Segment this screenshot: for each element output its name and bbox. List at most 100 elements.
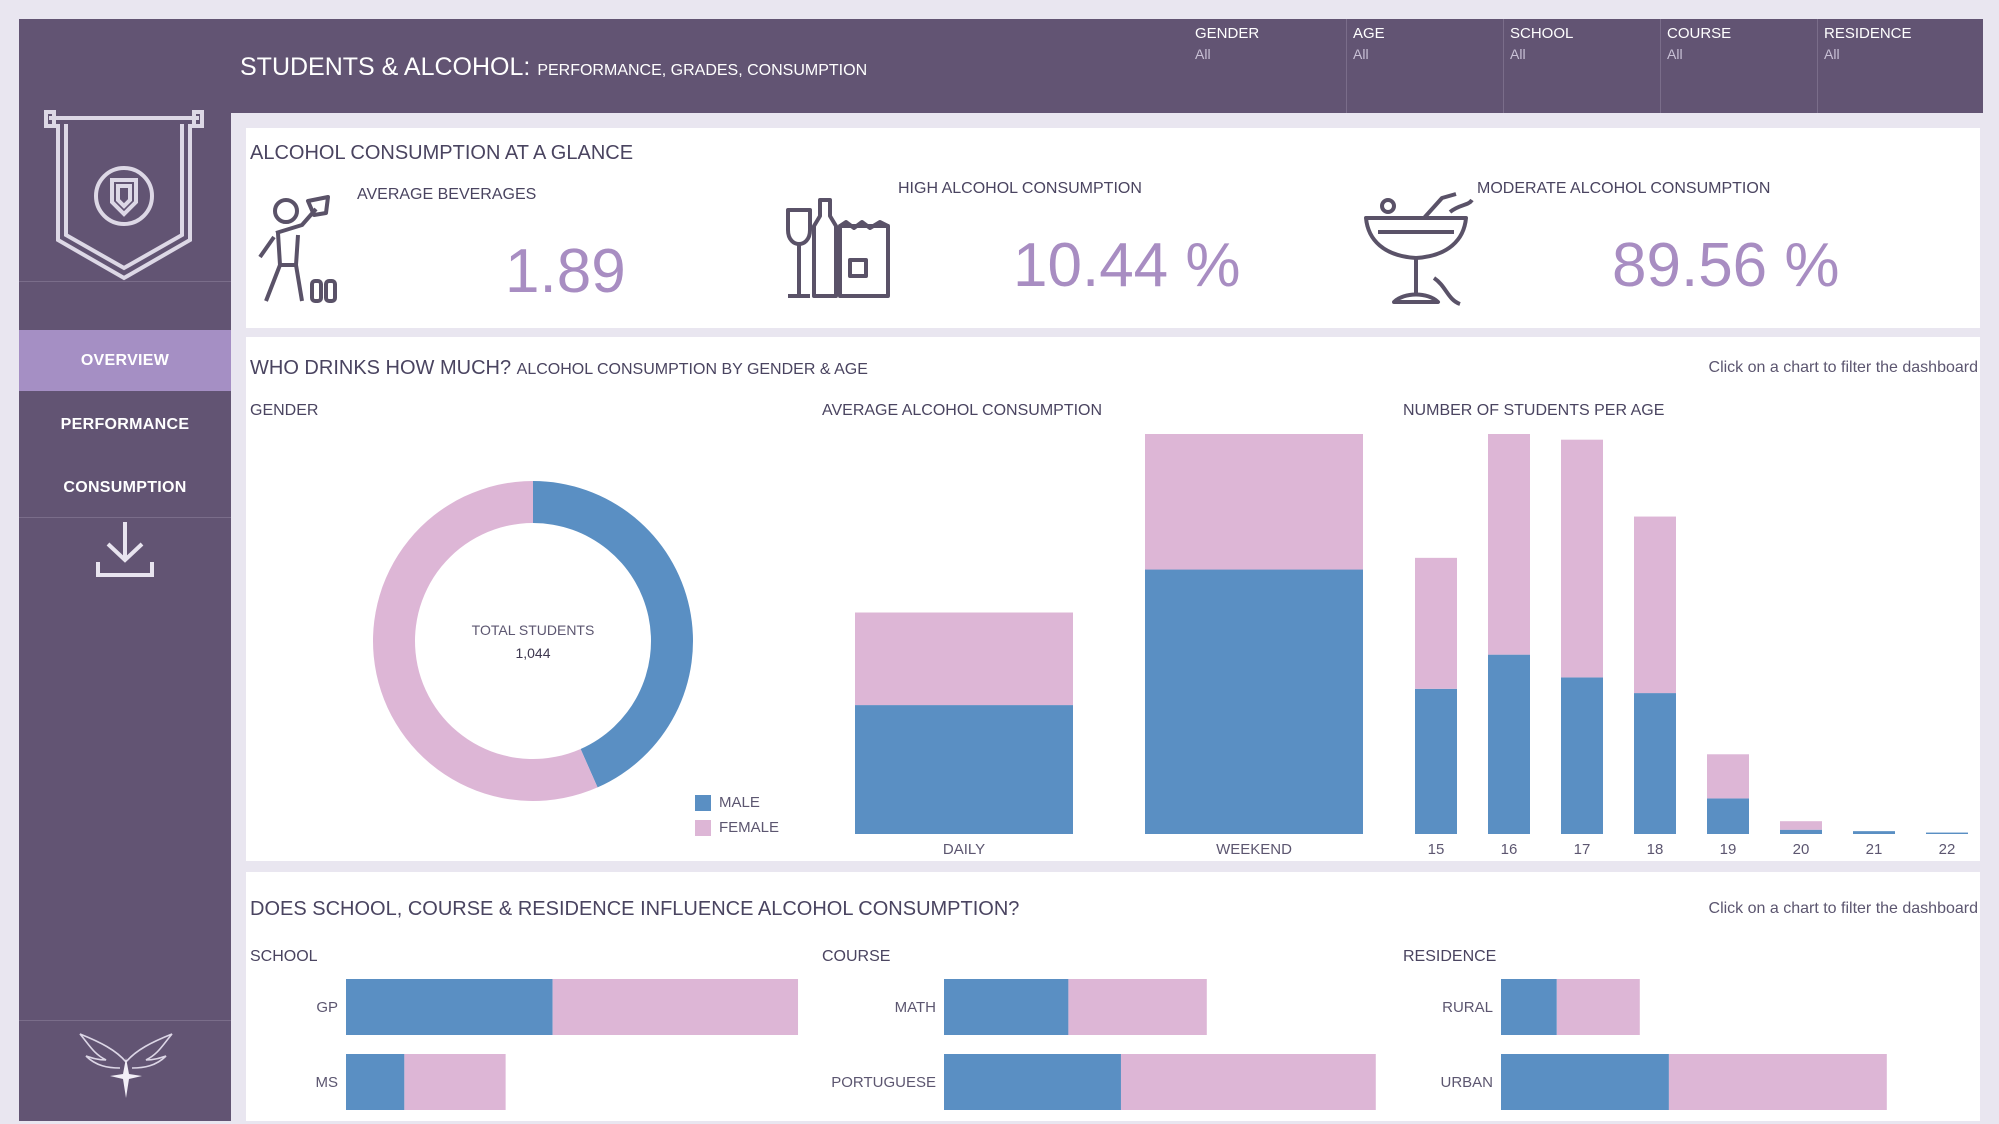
filter-gender[interactable]: GENDER All bbox=[1189, 19, 1346, 113]
tick-20: 20 bbox=[1793, 841, 1810, 858]
tick-urban: URBAN bbox=[1440, 1074, 1493, 1091]
bar-rural-male[interactable] bbox=[1501, 979, 1557, 1035]
bar-19-female[interactable] bbox=[1707, 754, 1749, 799]
bar-ms-male[interactable] bbox=[346, 1054, 405, 1110]
bar-gp-female[interactable] bbox=[552, 979, 799, 1035]
kpi-avg-label: AVERAGE BEVERAGES bbox=[357, 186, 537, 203]
bar-17-female[interactable] bbox=[1561, 439, 1603, 678]
bar-portuguese-male[interactable] bbox=[944, 1054, 1121, 1110]
who-title: WHO DRINKS HOW MUCH? ALCOHOL CONSUMPTION… bbox=[250, 357, 868, 380]
filter-gender-label: GENDER bbox=[1195, 25, 1260, 42]
tick-17: 17 bbox=[1574, 841, 1591, 858]
tick-math: MATH bbox=[895, 999, 936, 1016]
students-per-age-chart[interactable]: 15 16 17 18 19 20 21 22 bbox=[1400, 430, 1970, 860]
filter-school[interactable]: SCHOOL All bbox=[1503, 19, 1660, 113]
donut-center-value: 1,044 bbox=[515, 645, 551, 661]
school-chart-label: SCHOOL bbox=[250, 948, 318, 965]
bar-18-male[interactable] bbox=[1634, 693, 1676, 834]
top-bar: STUDENTS & ALCOHOL: PERFORMANCE, GRADES,… bbox=[231, 19, 1983, 113]
bottles-glasses-icon bbox=[786, 198, 890, 298]
filter-residence-value: All bbox=[1824, 46, 1840, 62]
glance-title: ALCOHOL CONSUMPTION AT A GLANCE bbox=[250, 142, 634, 164]
cocktail-icon bbox=[1364, 192, 1474, 306]
bar-urban-female[interactable] bbox=[1668, 1054, 1887, 1110]
bar-daily-male[interactable] bbox=[855, 705, 1073, 834]
nav-overview[interactable]: OVERVIEW bbox=[19, 330, 231, 391]
filter-age-value: All bbox=[1353, 46, 1369, 62]
download-icon[interactable] bbox=[94, 520, 156, 580]
who-title-sub: ALCOHOL CONSUMPTION BY GENDER & AGE bbox=[516, 361, 868, 378]
who-hint: Click on a chart to filter the dashboard bbox=[1708, 359, 1978, 376]
bar-weekend-female[interactable] bbox=[1145, 434, 1363, 570]
influence-hint: Click on a chart to filter the dashboard bbox=[1708, 900, 1978, 917]
bar-weekend-male[interactable] bbox=[1145, 569, 1363, 834]
gender-donut-chart[interactable] bbox=[372, 480, 694, 802]
bar-18-female[interactable] bbox=[1634, 516, 1676, 694]
bar-15-female[interactable] bbox=[1415, 557, 1457, 689]
tick-ms: MS bbox=[316, 1074, 339, 1091]
bar-19-male[interactable] bbox=[1707, 798, 1749, 834]
bar-21-male[interactable] bbox=[1853, 831, 1895, 834]
filter-age-label: AGE bbox=[1353, 25, 1385, 42]
bar-20-female[interactable] bbox=[1780, 821, 1822, 830]
sidebar-divider-top bbox=[19, 281, 231, 282]
school-chart[interactable]: GP MS bbox=[246, 970, 806, 1120]
bar-math-female[interactable] bbox=[1068, 979, 1207, 1035]
bar-rural-female[interactable] bbox=[1556, 979, 1640, 1035]
kpi-high-label: HIGH ALCOHOL CONSUMPTION bbox=[898, 180, 1142, 197]
age-chart-label: NUMBER OF STUDENTS PER AGE bbox=[1403, 402, 1665, 419]
bar-gp-male[interactable] bbox=[346, 979, 553, 1035]
influence-title: DOES SCHOOL, COURSE & RESIDENCE INFLUENC… bbox=[250, 898, 1020, 920]
bar-ms-female[interactable] bbox=[404, 1054, 506, 1110]
page-title: STUDENTS & ALCOHOL: PERFORMANCE, GRADES,… bbox=[240, 53, 867, 82]
bar-16-male[interactable] bbox=[1488, 654, 1530, 834]
nav-consumption[interactable]: CONSUMPTION bbox=[19, 457, 231, 518]
bar-17-male[interactable] bbox=[1561, 677, 1603, 834]
glance-panel bbox=[246, 128, 1980, 328]
nav-performance[interactable]: PERFORMANCE bbox=[19, 394, 231, 455]
filter-school-value: All bbox=[1510, 46, 1526, 62]
who-title-main: WHO DRINKS HOW MUCH? bbox=[250, 357, 512, 379]
filter-course[interactable]: COURSE All bbox=[1660, 19, 1817, 113]
legend-male[interactable]: MALE bbox=[695, 794, 760, 811]
filter-course-value: All bbox=[1667, 46, 1683, 62]
sidebar-divider-bottom bbox=[19, 1020, 231, 1021]
tick-15: 15 bbox=[1428, 841, 1445, 858]
tick-gp: GP bbox=[316, 999, 338, 1016]
bar-20-male[interactable] bbox=[1780, 829, 1822, 834]
bar-portuguese-female[interactable] bbox=[1120, 1054, 1376, 1110]
course-chart[interactable]: MATH PORTUGUESE bbox=[818, 970, 1388, 1120]
bar-daily-female[interactable] bbox=[855, 612, 1073, 706]
legend-male-label: MALE bbox=[719, 794, 760, 811]
donut-slice-female[interactable] bbox=[372, 481, 598, 801]
filter-residence-label: RESIDENCE bbox=[1824, 25, 1912, 42]
filter-residence[interactable]: RESIDENCE All bbox=[1817, 19, 1974, 113]
tick-22: 22 bbox=[1939, 841, 1956, 858]
bar-22-male[interactable] bbox=[1926, 832, 1968, 834]
residence-chart[interactable]: RURAL URBAN bbox=[1398, 970, 1968, 1120]
legend-male-swatch bbox=[695, 794, 711, 811]
bar-16-female[interactable] bbox=[1488, 434, 1530, 655]
legend-female[interactable]: FEMALE bbox=[695, 819, 779, 836]
nav-performance-label: PERFORMANCE bbox=[60, 415, 190, 433]
course-chart-label: COURSE bbox=[822, 948, 891, 965]
tick-daily: DAILY bbox=[943, 841, 985, 858]
bar-math-male[interactable] bbox=[944, 979, 1069, 1035]
kpi-avg-value: 1.89 bbox=[505, 237, 626, 306]
tick-portuguese: PORTUGUESE bbox=[831, 1074, 936, 1091]
tick-19: 19 bbox=[1720, 841, 1737, 858]
bar-urban-male[interactable] bbox=[1501, 1054, 1669, 1110]
residence-chart-label: RESIDENCE bbox=[1403, 948, 1497, 965]
filter-age[interactable]: AGE All bbox=[1346, 19, 1503, 113]
gender-chart-label: GENDER bbox=[250, 402, 319, 419]
avg-consumption-chart[interactable]: DAILY WEEKEND bbox=[820, 430, 1380, 860]
bar-15-male[interactable] bbox=[1415, 688, 1457, 834]
nav-consumption-label: CONSUMPTION bbox=[63, 478, 187, 496]
tick-18: 18 bbox=[1647, 841, 1664, 858]
donut-slice-male[interactable] bbox=[533, 481, 693, 788]
filter-gender-value: All bbox=[1195, 46, 1211, 62]
filter-school-label: SCHOOL bbox=[1510, 25, 1574, 42]
nav-overview-label: OVERVIEW bbox=[80, 351, 170, 369]
page-title-sub: PERFORMANCE, GRADES, CONSUMPTION bbox=[537, 62, 868, 79]
winged-star-icon bbox=[79, 1033, 173, 1098]
